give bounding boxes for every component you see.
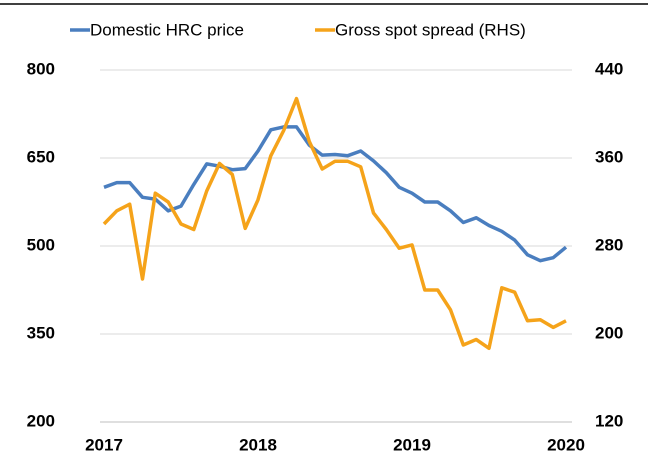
y2-tick-label: 360 — [595, 147, 623, 166]
x-tick-label: 2017 — [85, 435, 123, 454]
y-tick-label: 650 — [27, 147, 55, 166]
y2-tick-label: 440 — [595, 59, 623, 78]
x-tick-label: 2018 — [239, 435, 277, 454]
y2-tick-label: 280 — [595, 235, 623, 254]
legend-label: Domestic HRC price — [90, 20, 244, 39]
y-tick-label: 200 — [27, 411, 55, 430]
x-tick-label: 2020 — [547, 435, 585, 454]
y2-tick-label: 120 — [595, 411, 623, 430]
y-tick-label: 500 — [27, 235, 55, 254]
legend-label: Gross spot spread (RHS) — [335, 20, 526, 39]
y-tick-label: 350 — [27, 323, 55, 342]
x-tick-label: 2019 — [393, 435, 431, 454]
series-line — [103, 125, 568, 263]
series-line — [102, 96, 567, 351]
y-tick-label: 800 — [27, 59, 55, 78]
y2-tick-label: 200 — [595, 323, 623, 342]
